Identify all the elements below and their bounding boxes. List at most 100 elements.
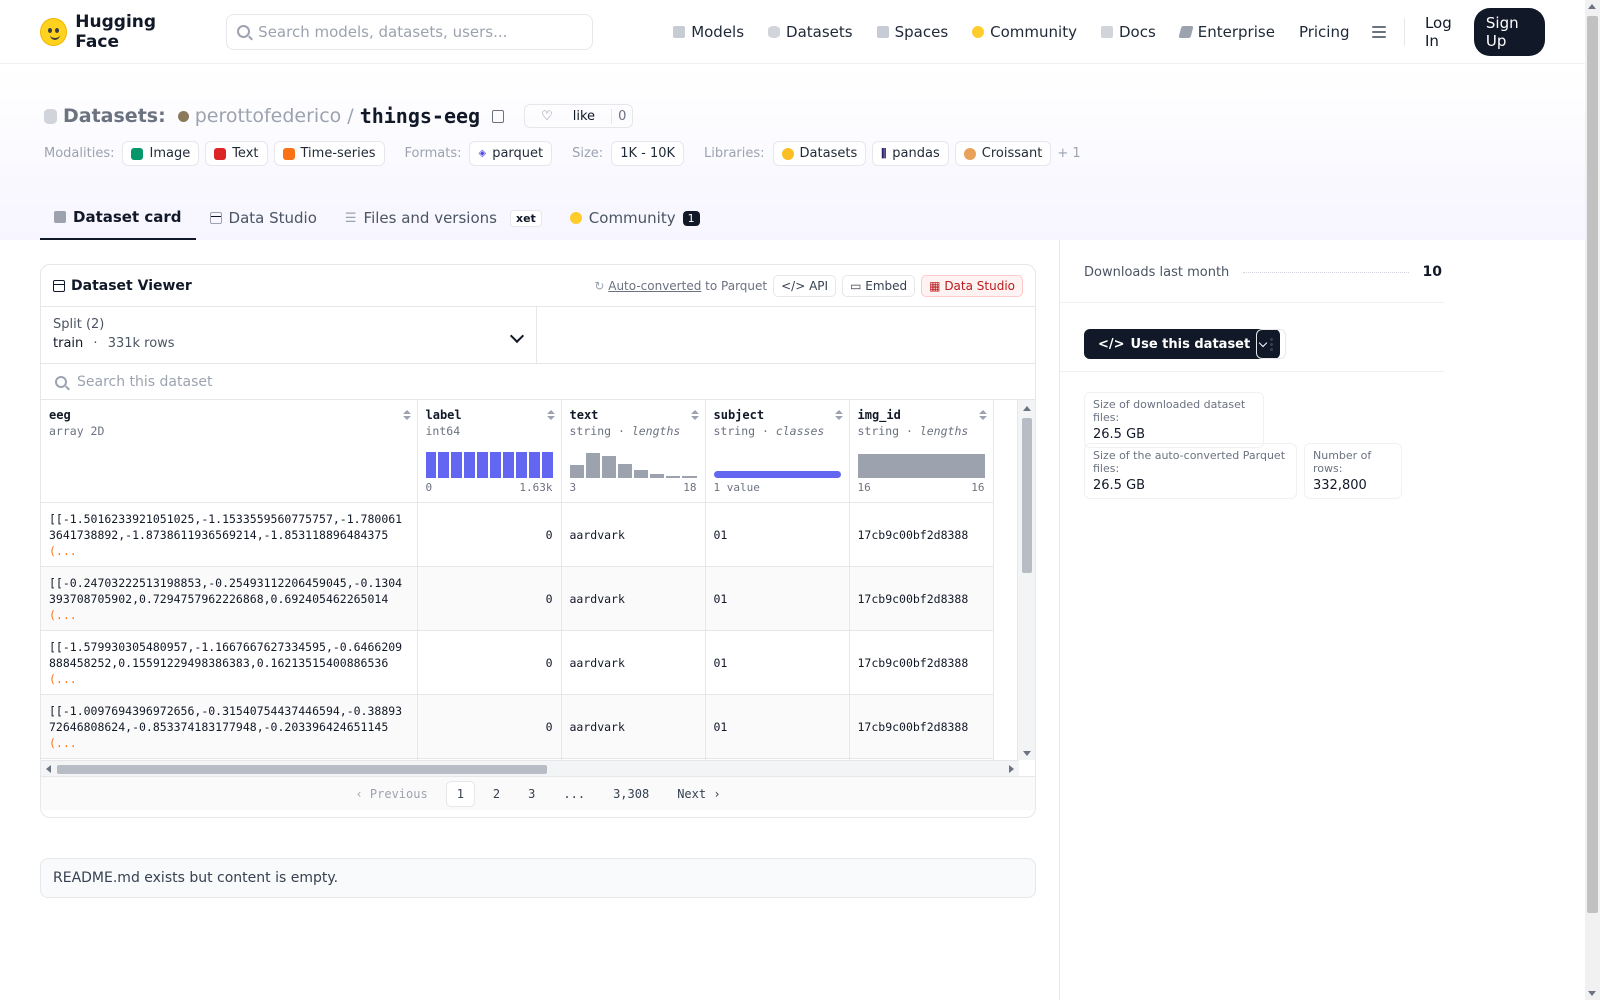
cell-text[interactable]: aardvark (561, 502, 706, 567)
auto-converted-link[interactable]: Auto-converted (608, 278, 702, 293)
cell-subject[interactable]: 01 (705, 502, 850, 567)
tag-parquet[interactable]: ◈ parquet (469, 141, 553, 166)
expand-ellipsis[interactable]: (... (49, 543, 77, 558)
nav-enterprise[interactable]: Enterprise (1168, 23, 1287, 41)
cell-label[interactable]: 0 (417, 630, 562, 695)
histogram-bar (585, 453, 600, 478)
cell-eeg[interactable]: [[-1.0097694396972656,-0.315407544374465… (41, 694, 418, 759)
nav-docs[interactable]: Docs (1089, 23, 1168, 41)
tab-dataset-card[interactable]: Dataset card (40, 196, 196, 240)
subject-class-bar[interactable] (713, 450, 841, 478)
cell-img-id[interactable]: 17cb9c00bf2d8388 (849, 566, 994, 631)
signup-button[interactable]: Sign Up (1473, 7, 1545, 56)
text-length-histogram[interactable] (569, 450, 697, 478)
split-selector[interactable]: Split (2) train · 331k rows (41, 307, 537, 363)
use-dataset-button[interactable]: </> Use this dataset (1084, 329, 1281, 359)
sort-icon[interactable] (835, 410, 843, 420)
stat-label: Number of rows: (1313, 449, 1372, 475)
cell-img-id[interactable]: 17cb9c00bf2d8388 (849, 630, 994, 695)
sort-icon[interactable] (403, 410, 411, 420)
img-id-length-histogram[interactable] (857, 450, 985, 478)
cell-eeg[interactable]: [[-1.579930305480957,-1.1667667627334595… (41, 630, 418, 695)
api-button[interactable]: </> API (773, 274, 837, 297)
tag-text[interactable]: Text (205, 141, 268, 166)
table-row[interactable]: [[-1.579930305480957,-1.1667667627334595… (41, 630, 994, 695)
repo-name[interactable]: things-eeg (359, 104, 481, 128)
nav-spaces[interactable]: Spaces (865, 23, 961, 41)
repo-owner[interactable]: perottofederico (194, 105, 342, 127)
repo-type-label[interactable]: Datasets: (63, 105, 166, 127)
cell-subject[interactable]: 01 (705, 566, 850, 631)
files-icon: ☰ (344, 210, 357, 226)
dataset-search-input[interactable]: Search this dataset (41, 364, 1035, 400)
embed-button[interactable]: ▭ Embed (842, 274, 916, 297)
table-vertical-scrollbar[interactable] (1017, 400, 1035, 760)
tag-image[interactable]: Image (122, 141, 200, 166)
cell-text[interactable]: aardvark (561, 566, 706, 631)
brand-logo[interactable]: Hugging Face (40, 12, 202, 52)
like-button[interactable]: ♡ like 0 (524, 104, 634, 128)
cell-img-id[interactable]: 17cb9c00bf2d8388 (849, 502, 994, 567)
nav-pricing[interactable]: Pricing (1287, 23, 1362, 41)
cell-text[interactable]: aardvark (561, 630, 706, 695)
nav-models[interactable]: Models (661, 23, 756, 41)
table-horizontal-scrollbar[interactable] (41, 760, 1019, 776)
split-selector-row: Split (2) train · 331k rows (41, 307, 1035, 364)
column-header-label[interactable]: label int64 0 1.63k (417, 400, 562, 503)
tab-files[interactable]: ☰ Files and versions xet (331, 196, 556, 240)
sort-icon[interactable] (691, 410, 699, 420)
login-link[interactable]: Log In (1424, 13, 1452, 50)
column-header-subject[interactable]: subject string · classes 1 value (705, 400, 850, 503)
page-3[interactable]: 3 (528, 786, 536, 801)
histogram-bar (464, 452, 476, 478)
tab-community[interactable]: Community 1 (556, 196, 714, 240)
label-histogram[interactable] (425, 450, 553, 478)
page-last[interactable]: 3,308 (613, 786, 650, 801)
column-header-eeg[interactable]: eeg array 2D (41, 400, 418, 503)
expand-ellipsis[interactable]: (... (49, 607, 77, 622)
cell-subject[interactable]: 01 (705, 630, 850, 695)
cell-text[interactable]: aardvark (561, 694, 706, 759)
tag-datasets-lib[interactable]: Datasets (772, 141, 867, 166)
tag-time-series[interactable]: Time-series (273, 141, 385, 166)
cell-label[interactable]: 0 (417, 694, 562, 759)
table-row[interactable]: [[-1.0097694396972656,-0.315407544374465… (41, 694, 994, 759)
copy-icon[interactable] (492, 109, 505, 123)
next-page-button[interactable]: Next › (677, 786, 721, 801)
table-row[interactable]: [[-0.24703222513198853,-0.25493112206459… (41, 566, 994, 631)
cell-eeg[interactable]: [[-0.24703222513198853,-0.25493112206459… (41, 566, 418, 631)
cell-label[interactable]: 0 (417, 566, 562, 631)
cell-eeg[interactable]: [[-1.5016233921051025,-1.153355956077575… (41, 502, 418, 567)
cell-label[interactable]: 0 (417, 502, 562, 567)
expand-ellipsis[interactable]: (... (49, 735, 77, 750)
tab-data-studio[interactable]: Data Studio (196, 196, 331, 240)
tab-files-label: Files and versions (363, 209, 497, 227)
tag-pandas[interactable]: ⫼ pandas (872, 141, 949, 166)
tag-size[interactable]: 1K - 10K (611, 141, 685, 166)
page-2[interactable]: 2 (492, 786, 501, 801)
table-wrap: eeg array 2D label int64 0 1.63k text str… (41, 400, 1035, 776)
page-scrollbar[interactable] (1585, 0, 1600, 1000)
nav-datasets[interactable]: Datasets (756, 23, 865, 41)
column-type-name: string (569, 424, 612, 438)
stat-label: Size of the auto-converted Parquet files… (1093, 449, 1286, 475)
cell-subject[interactable]: 01 (705, 694, 850, 759)
global-search-input[interactable]: Search models, datasets, users... (226, 13, 594, 50)
page-1[interactable]: 1 (445, 780, 475, 807)
nav-community[interactable]: Community (960, 23, 1089, 41)
data-studio-button[interactable]: ▦ Data Studio (921, 274, 1023, 297)
more-menu-icon[interactable] (1371, 25, 1387, 38)
repo-header: Datasets: perottofederico / things-eeg ♡… (0, 64, 1585, 240)
histogram-bar (502, 452, 514, 478)
table-row[interactable]: [[-1.5016233921051025,-1.153355956077575… (41, 502, 994, 567)
more-tags[interactable]: + 1 (1057, 146, 1081, 161)
column-header-text[interactable]: text string · lengths 3 18 (561, 400, 706, 503)
cell-img-id[interactable]: 17cb9c00bf2d8388 (849, 694, 994, 759)
previous-page-button[interactable]: ‹ Previous (355, 786, 428, 801)
column-header-img-id[interactable]: img_id string · lengths 16 16 (849, 400, 994, 503)
more-options-button[interactable] (1256, 329, 1286, 359)
tag-croissant[interactable]: Croissant (954, 141, 1052, 166)
expand-ellipsis[interactable]: (... (49, 671, 77, 686)
sort-icon[interactable] (979, 410, 987, 420)
sort-icon[interactable] (547, 410, 555, 420)
